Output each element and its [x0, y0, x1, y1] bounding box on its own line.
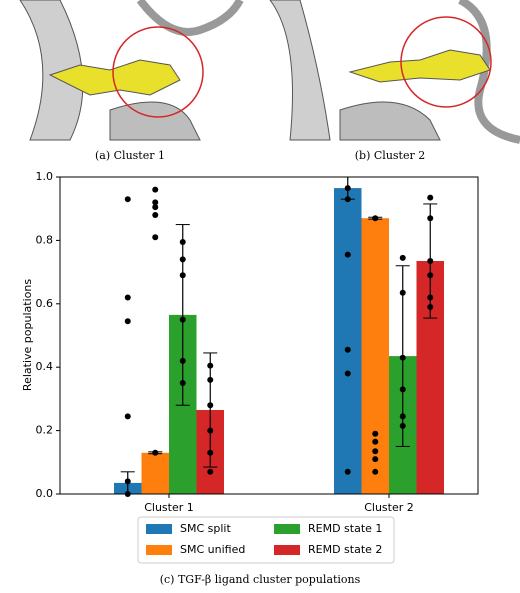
data-point [427, 258, 434, 265]
y-tick-label: 0.6 [36, 297, 54, 310]
data-point [372, 468, 379, 475]
data-point [179, 238, 186, 245]
data-point [372, 430, 379, 437]
data-point [427, 303, 434, 310]
panel-a-image [19, 0, 244, 141]
data-point [399, 254, 406, 261]
x-tick-label: Cluster 1 [144, 501, 194, 514]
panel-b-image [269, 0, 520, 144]
data-point [179, 256, 186, 263]
data-point [207, 427, 214, 434]
data-point [207, 376, 214, 383]
data-point [399, 413, 406, 420]
caption: (a) Cluster 1 [95, 149, 165, 162]
data-point [152, 186, 159, 193]
data-point [344, 185, 351, 192]
data-point [372, 438, 379, 445]
legend-label: SMC unified [180, 543, 245, 556]
y-tick-label: 0.4 [36, 360, 54, 373]
data-point [152, 199, 159, 206]
legend-swatch [274, 524, 300, 534]
data-point [124, 196, 131, 203]
y-tick-label: 0.0 [36, 487, 54, 500]
data-point [372, 456, 379, 463]
legend-swatch [146, 524, 172, 534]
plot-frame [59, 176, 479, 495]
data-point [152, 212, 159, 219]
data-point [399, 289, 406, 296]
y-axis-label: Relative populations [21, 279, 34, 391]
legend-swatch [274, 545, 300, 555]
x-tick-label: Cluster 2 [364, 501, 414, 514]
data-point [179, 380, 186, 387]
data-point [344, 370, 351, 377]
data-point [179, 316, 186, 323]
bar [141, 452, 169, 494]
data-point [399, 422, 406, 429]
data-point [344, 251, 351, 258]
data-point [124, 478, 131, 485]
data-point [152, 234, 159, 241]
data-point [207, 362, 214, 369]
data-point [372, 215, 379, 222]
data-point [344, 196, 351, 203]
data-point [124, 294, 131, 301]
legend-label: REMD state 1 [308, 522, 382, 535]
data-point [399, 354, 406, 361]
y-tick-label: 1.0 [36, 170, 54, 183]
data-point [427, 294, 434, 301]
bar [334, 188, 362, 494]
bar [361, 218, 389, 494]
data-point [152, 449, 159, 456]
data-point [427, 215, 434, 222]
data-point [372, 448, 379, 455]
data-point [124, 318, 131, 325]
data-point [179, 272, 186, 279]
y-tick-label: 0.2 [36, 424, 54, 437]
data-point [179, 357, 186, 364]
legend-box [137, 516, 395, 564]
data-point [152, 204, 159, 211]
data-point [427, 194, 434, 201]
data-point [344, 468, 351, 475]
data-point [207, 402, 214, 409]
y-tick-label: 0.8 [36, 233, 54, 246]
data-point [207, 468, 214, 475]
caption: (c) TGF-β ligand cluster populations [160, 573, 361, 586]
legend-label: REMD state 2 [308, 543, 382, 556]
legend-swatch [146, 545, 172, 555]
data-point [124, 413, 131, 420]
data-point [344, 346, 351, 353]
data-point [207, 449, 214, 456]
caption: (b) Cluster 2 [355, 149, 425, 162]
data-point [427, 272, 434, 279]
legend-label: SMC split [180, 522, 231, 535]
data-point [399, 386, 406, 393]
